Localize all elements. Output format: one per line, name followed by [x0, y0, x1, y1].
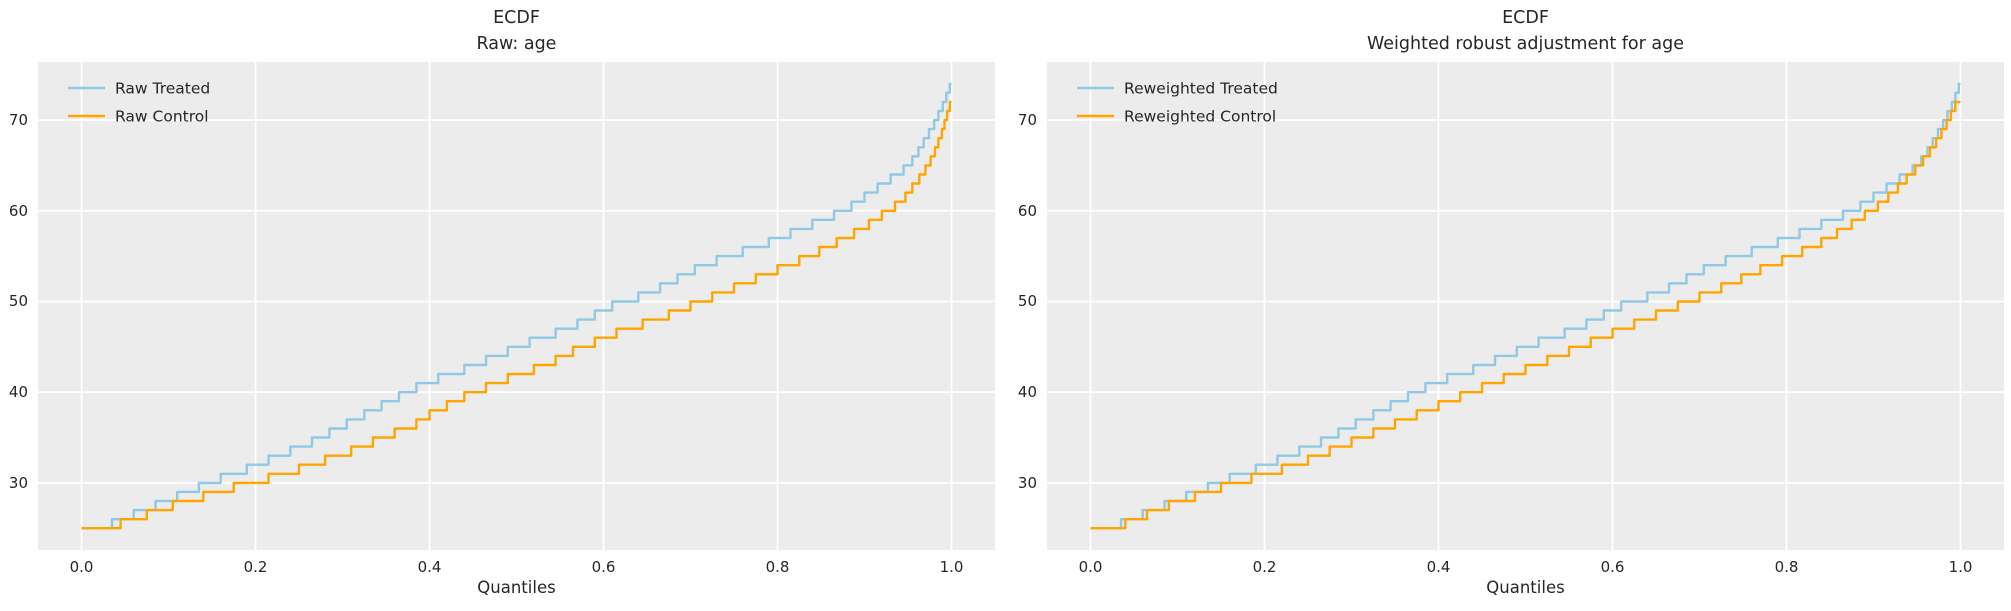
plot1-title: ECDF: [493, 8, 540, 28]
x-tick-label: 0.6: [591, 558, 616, 576]
raw-treated-line: [81, 82, 952, 530]
raw-control-line: [81, 100, 952, 530]
y-tick-label: 60: [1017, 201, 1037, 220]
y-tick-label: 70: [1017, 111, 1037, 130]
y-tick-label: 40: [8, 383, 28, 402]
plot1-title-block: ECDF Raw: age: [38, 5, 995, 57]
axes-background: [1047, 62, 2004, 550]
reweighted-control-line: [1090, 100, 1961, 530]
y-tick-label: 40: [1017, 383, 1037, 402]
y-tick-label: 70: [8, 111, 28, 130]
plot2-axes: Reweighted Treated Reweighted Control: [1047, 62, 2004, 550]
plot1-xaxis-label: Quantiles: [477, 578, 556, 597]
reweighted-treated-legend-label: Reweighted Treated: [1124, 80, 1278, 98]
plot2-title-block: ECDF Weighted robust adjustment for age: [1047, 5, 2004, 57]
x-tick-label: 0.0: [1078, 558, 1103, 576]
plot1-subtitle: Raw: age: [476, 34, 557, 54]
x-tick-label: 0.8: [765, 558, 790, 576]
x-tick-label: 1.0: [939, 558, 964, 576]
x-tick-label: 0.4: [417, 558, 442, 576]
plot1-axes: Raw Treated Raw Control: [38, 62, 995, 550]
plot2-xaxis-label: Quantiles: [1486, 578, 1565, 597]
plot2-subtitle: Weighted robust adjustment for age: [1367, 34, 1684, 54]
x-tick-label: 0.2: [1252, 558, 1277, 576]
y-tick-label: 50: [8, 292, 28, 311]
y-tick-label: 30: [1017, 473, 1037, 492]
x-tick-label: 0.0: [69, 558, 94, 576]
reweighted-control-legend-label: Reweighted Control: [1124, 108, 1276, 126]
y-tick-label: 30: [8, 473, 28, 492]
x-tick-label: 1.0: [1948, 558, 1973, 576]
plot2-title: ECDF: [1502, 8, 1549, 28]
axes-background: [38, 62, 995, 550]
x-tick-label: 0.8: [1774, 558, 1799, 576]
x-tick-label: 0.2: [243, 558, 268, 576]
raw-treated-legend-label: Raw Treated: [115, 80, 210, 98]
y-tick-label: 50: [1017, 292, 1037, 311]
raw-control-legend-label: Raw Control: [115, 108, 209, 126]
y-tick-label: 60: [8, 201, 28, 220]
x-tick-label: 0.4: [1426, 558, 1451, 576]
x-tick-label: 0.6: [1600, 558, 1625, 576]
plot-canvas: Raw Treated Raw Control: [38, 62, 995, 550]
plot-canvas: Reweighted Treated Reweighted Control: [1047, 62, 2004, 550]
